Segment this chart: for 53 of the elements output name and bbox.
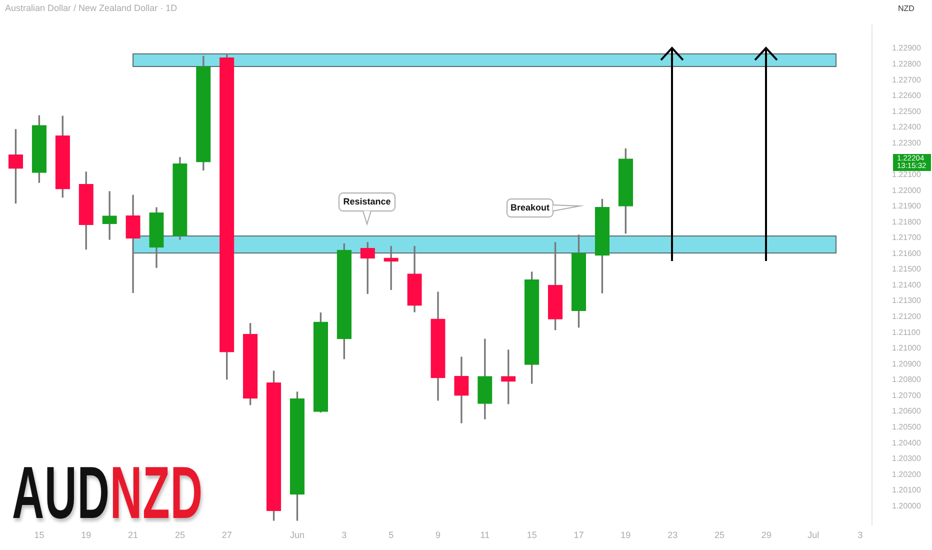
y-tick-label: 1.22600	[892, 91, 922, 100]
x-tick-label: 15	[526, 530, 537, 540]
x-tick-label: 3	[858, 530, 863, 540]
x-tick-label: 27	[222, 530, 232, 540]
x-tick-label: Jun	[290, 530, 304, 540]
y-tick-label: 1.21200	[892, 312, 922, 322]
x-tick-label: 11	[480, 530, 490, 540]
x-tick-label: 25	[174, 530, 185, 540]
y-tick-label: 1.20300	[892, 454, 922, 464]
x-tick-label: 5	[388, 530, 394, 540]
x-tick-label: 9	[435, 530, 441, 540]
x-tick-label: 21	[128, 530, 138, 540]
y-tick-label: 1.21400	[892, 280, 922, 290]
y-tick-label: 1.20600	[892, 406, 922, 416]
y-tick-label: 1.21500	[892, 264, 922, 274]
y-tick-label: 1.21900	[892, 202, 922, 211]
x-tick-label: 19	[620, 530, 631, 540]
x-tick-label: 3	[342, 530, 347, 540]
y-tick-label: 1.20500	[892, 422, 922, 432]
y-tick-label: 1.20200	[892, 470, 922, 479]
y-tick-label: 1.22300	[892, 138, 922, 148]
y-tick-label: 1.21600	[892, 248, 922, 258]
y-tick-label: 1.22900	[892, 44, 922, 53]
y-tick-label: 1.22000	[892, 186, 922, 195]
x-tick-label: 15	[34, 530, 44, 540]
x-tick-label: 19	[81, 530, 92, 540]
y-tick-label: 1.22700	[892, 75, 922, 84]
chart-subtitle: Australian Dollar / New Zealand Dollar · 1D	[5, 3, 178, 13]
annotation: Breakout	[510, 202, 550, 212]
y-tick-label: 1.20700	[892, 390, 922, 400]
y-tick-label: 1.20900	[892, 359, 922, 368]
y-tick-label: 1.20000	[892, 501, 922, 510]
y-tick-label: 1.21000	[892, 344, 922, 353]
y-tick-label: 1.21300	[892, 296, 922, 306]
y-tick-label: 1.21800	[892, 217, 922, 226]
y-tick-label: 1.22400	[892, 122, 922, 132]
x-tick-label: 23	[668, 530, 678, 540]
candlestick	[102, 191, 117, 240]
x-tick-label: 17	[574, 530, 584, 540]
x-tick-label: 25	[714, 530, 725, 540]
candlestick	[126, 194, 140, 294]
annotation: Resistance	[343, 196, 391, 206]
y-tick-label: 1.20800	[892, 375, 922, 384]
y-tick-label: 1.20100	[892, 486, 922, 495]
y-axis-title: NZD	[898, 4, 915, 14]
x-tick-label: 29	[761, 530, 772, 540]
x-tick-label: Jul	[808, 530, 820, 540]
y-tick-label: 1.21700	[892, 233, 922, 242]
y-tick-label: 1.21100	[892, 328, 921, 337]
y-tick-label: 1.22800	[892, 59, 922, 68]
y-tick-label: 1.22500	[892, 106, 922, 116]
y-tick-label: 1.22100	[892, 170, 922, 179]
y-tick-label: 1.20400	[892, 438, 922, 448]
